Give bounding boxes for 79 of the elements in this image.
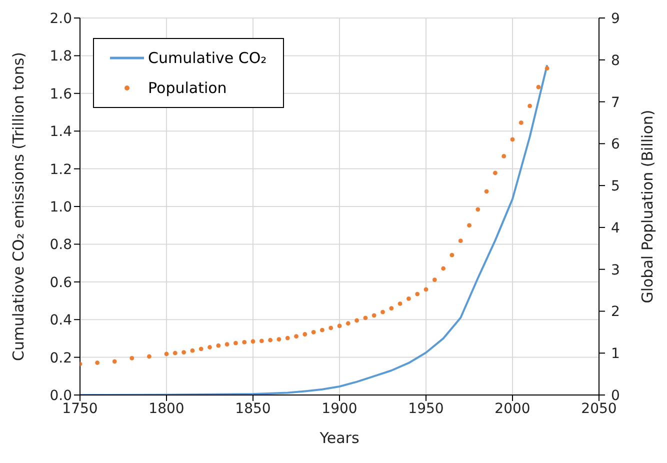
- point: [198, 346, 204, 352]
- point: [112, 359, 117, 364]
- y2-tick-label: 9: [611, 11, 620, 27]
- y-tick-label: 1.6: [50, 86, 72, 102]
- point: [190, 348, 195, 353]
- point: [380, 310, 385, 314]
- point: [528, 104, 532, 108]
- point: [216, 343, 221, 348]
- point: [389, 306, 394, 310]
- point: [363, 316, 368, 320]
- y2-tick-label: 5: [611, 178, 620, 195]
- y2-tick-label: 4: [611, 220, 620, 236]
- x-tick-label: 1950: [408, 400, 444, 417]
- y-tick-label: 1.2: [50, 162, 72, 178]
- x-axis-title: Years: [318, 429, 360, 447]
- point: [242, 340, 247, 344]
- point: [302, 332, 308, 336]
- y-axis-title: Cumulatiove CO₂ emissions (Trillion tons): [9, 52, 28, 362]
- point: [224, 342, 230, 347]
- point: [311, 330, 316, 334]
- point: [208, 345, 212, 350]
- y-tick-label: 0.4: [50, 312, 72, 329]
- y-tick-label: 0.8: [50, 237, 72, 254]
- y-tick-label: 1.4: [50, 124, 72, 140]
- point: [337, 324, 342, 328]
- point: [415, 292, 420, 296]
- x-tick-label: 1800: [148, 400, 184, 417]
- point: [294, 334, 298, 339]
- point: [250, 339, 256, 344]
- y2-axis-title: Global Popluation (Billion): [638, 110, 656, 304]
- point: [372, 313, 376, 318]
- y2-tick-label: 8: [611, 52, 620, 69]
- point: [424, 287, 428, 292]
- point: [510, 137, 515, 142]
- point: [164, 352, 169, 356]
- point: [441, 266, 446, 271]
- point: [493, 170, 498, 176]
- point: [544, 66, 550, 70]
- y-tick-label: 1.8: [50, 48, 72, 65]
- point: [182, 350, 186, 354]
- point: [536, 84, 541, 90]
- y2-tick-label: 7: [611, 94, 620, 111]
- point: [432, 278, 437, 282]
- point: [320, 328, 324, 332]
- point: [268, 338, 272, 342]
- point: [354, 318, 359, 323]
- point: [458, 238, 463, 244]
- point: [130, 356, 134, 360]
- point: [234, 340, 238, 346]
- y2-tick-label: 3: [611, 262, 620, 278]
- point: [406, 296, 411, 301]
- point: [276, 337, 282, 342]
- point: [285, 336, 290, 340]
- point: [467, 223, 472, 228]
- point: [95, 360, 100, 365]
- x-tick-label: 1850: [235, 400, 271, 417]
- point: [259, 338, 264, 344]
- point: [147, 354, 152, 359]
- y-tick-label: 1.0: [50, 199, 72, 216]
- y2-tick-label: 2: [611, 304, 620, 320]
- y-tick-label: 0.2: [50, 350, 72, 366]
- y-tick-label: 2.0: [50, 10, 72, 27]
- x-tick-label: 1900: [322, 400, 358, 417]
- point: [172, 350, 178, 356]
- line-series: [80, 64, 548, 395]
- y-tick-label: 0.6: [50, 274, 72, 291]
- point: [328, 326, 334, 330]
- point: [398, 301, 402, 306]
- y2-tick-label: 6: [611, 136, 620, 153]
- point: [346, 321, 350, 326]
- x-tick-label: 2000: [494, 400, 530, 417]
- point: [502, 154, 506, 158]
- legend-label: Cumulative CO₂: [148, 49, 267, 67]
- point: [476, 207, 480, 212]
- legend-label: Population: [148, 79, 227, 97]
- point: [518, 120, 524, 125]
- point: [450, 252, 454, 258]
- point: [484, 189, 489, 194]
- y2-tick-label: 1: [611, 346, 620, 362]
